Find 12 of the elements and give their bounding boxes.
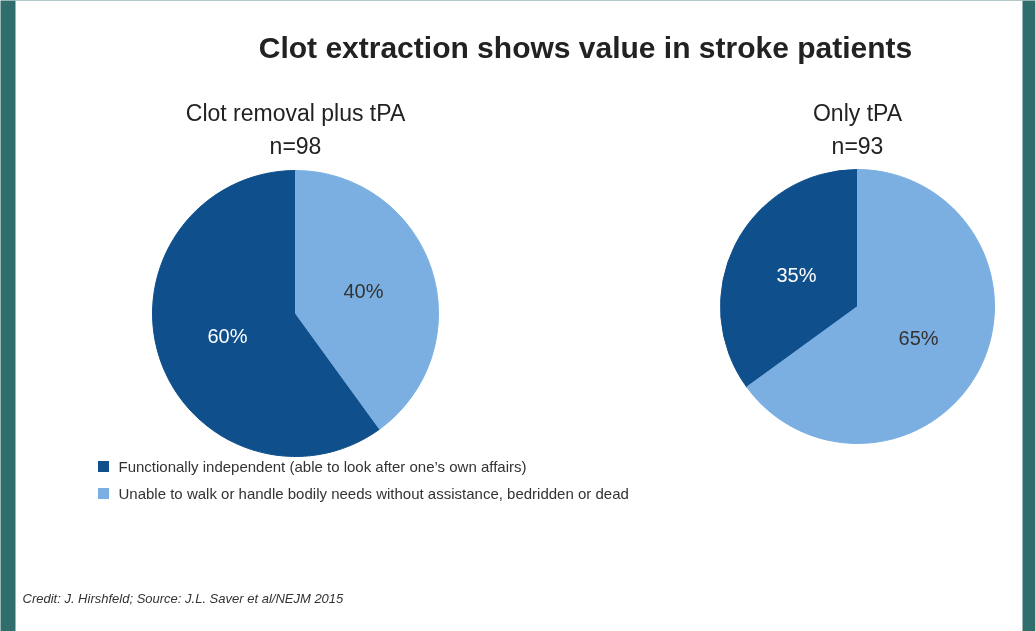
chart-title: Only tPA [812, 99, 903, 126]
legend-label: Functionally independent (able to look after one’s own affairs) [118, 458, 527, 475]
text: Credit: J. Hirshfeld; Source: J.L. Saver et al/NEJM 2015 [22, 591, 345, 606]
text: Clot extraction shows value in stroke patients [258, 31, 913, 64]
data-label: 35% [776, 264, 817, 287]
chart-title: Clot removal plus tPA [185, 99, 406, 126]
data-label: 65% [898, 326, 939, 349]
legend-label: Unable to walk or handle bodily needs without assistance, bedridden or dead [118, 485, 629, 502]
chart-subtitle: n=93 [831, 132, 884, 159]
chart-subtitle: n=98 [269, 132, 322, 159]
data-label: 60% [207, 324, 248, 347]
data-label: 40% [343, 280, 384, 303]
